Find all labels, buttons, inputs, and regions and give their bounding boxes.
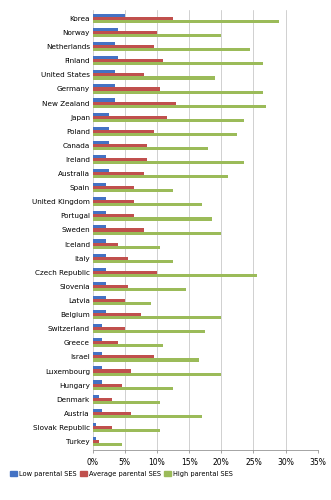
Bar <box>93 384 121 386</box>
Bar <box>93 299 125 302</box>
Bar <box>93 313 141 316</box>
Bar <box>93 197 106 200</box>
Bar <box>93 155 106 158</box>
Bar <box>93 147 209 150</box>
Bar <box>93 271 157 274</box>
Bar <box>93 408 102 412</box>
Bar <box>93 98 115 102</box>
Bar <box>93 356 154 358</box>
Bar <box>93 56 118 59</box>
Bar <box>93 76 215 80</box>
Bar <box>93 254 106 256</box>
Bar <box>93 218 212 220</box>
Bar <box>93 48 250 51</box>
Bar <box>93 14 125 17</box>
Bar <box>93 226 106 228</box>
Bar <box>93 42 115 45</box>
Bar <box>93 440 99 443</box>
Bar <box>93 90 263 94</box>
Bar <box>93 296 106 299</box>
Bar <box>93 412 131 415</box>
Bar <box>93 398 112 401</box>
Bar <box>93 200 134 203</box>
Bar <box>93 130 154 133</box>
Bar <box>93 285 128 288</box>
Bar <box>93 59 164 62</box>
Bar <box>93 126 109 130</box>
Bar <box>93 324 102 327</box>
Bar <box>93 144 147 147</box>
Bar <box>93 352 102 356</box>
Bar <box>93 443 121 446</box>
Bar <box>93 327 125 330</box>
Bar <box>93 232 221 234</box>
Bar <box>93 189 173 192</box>
Bar <box>93 84 115 87</box>
Bar <box>93 429 160 432</box>
Bar <box>93 17 173 20</box>
Bar <box>93 366 102 370</box>
Bar <box>93 118 244 122</box>
Bar <box>93 45 154 48</box>
Bar <box>93 330 205 334</box>
Bar <box>93 228 144 232</box>
Bar <box>93 274 257 277</box>
Bar <box>93 211 106 214</box>
Bar <box>93 380 102 384</box>
Bar <box>93 102 176 104</box>
Bar <box>93 338 102 342</box>
Bar <box>93 158 147 161</box>
Bar <box>93 62 263 66</box>
Bar <box>93 70 115 73</box>
Bar <box>93 282 106 285</box>
Bar <box>93 260 173 263</box>
Bar <box>93 172 144 175</box>
Bar <box>93 88 160 90</box>
Bar <box>93 358 199 362</box>
Bar <box>93 386 173 390</box>
Bar <box>93 20 279 23</box>
Legend: Low parental SES, Average parental SES, High parental SES: Low parental SES, Average parental SES, … <box>11 471 233 477</box>
Bar <box>93 394 99 398</box>
Bar <box>93 370 131 372</box>
Bar <box>93 310 106 313</box>
Bar <box>93 175 228 178</box>
Bar <box>93 415 202 418</box>
Bar <box>93 116 166 118</box>
Bar <box>93 246 160 249</box>
Bar <box>93 242 118 246</box>
Bar <box>93 183 106 186</box>
Bar <box>93 316 221 320</box>
Bar <box>93 28 118 31</box>
Bar <box>93 104 266 108</box>
Bar <box>93 140 109 144</box>
Bar <box>93 426 112 429</box>
Bar <box>93 288 186 291</box>
Bar <box>93 204 202 206</box>
Bar <box>93 214 134 218</box>
Bar <box>93 34 221 37</box>
Bar <box>93 302 151 305</box>
Bar <box>93 240 106 242</box>
Bar <box>93 401 160 404</box>
Bar <box>93 161 244 164</box>
Bar <box>93 268 106 271</box>
Bar <box>93 372 221 376</box>
Bar <box>93 344 164 348</box>
Bar <box>93 342 118 344</box>
Bar <box>93 423 96 426</box>
Bar <box>93 186 134 189</box>
Bar <box>93 169 109 172</box>
Bar <box>93 437 96 440</box>
Bar <box>93 112 109 116</box>
Bar <box>93 133 237 136</box>
Bar <box>93 74 144 76</box>
Bar <box>93 31 157 34</box>
Bar <box>93 256 128 260</box>
